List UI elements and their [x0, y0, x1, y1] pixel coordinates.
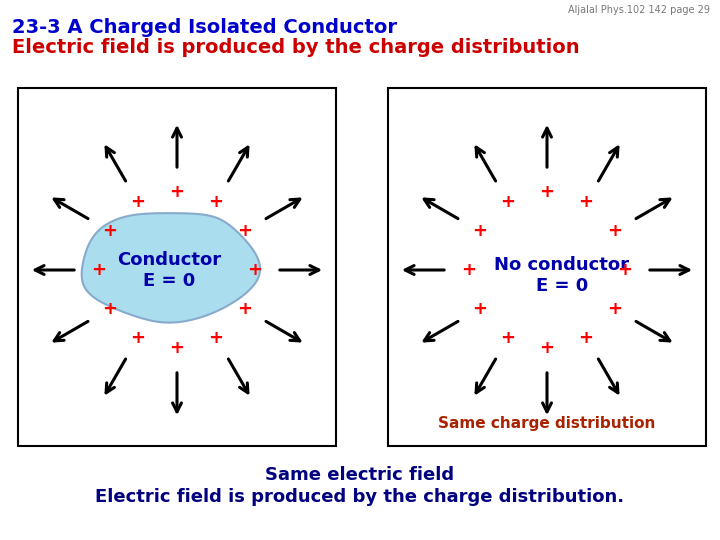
Text: +: + [578, 193, 593, 212]
Text: +: + [500, 193, 516, 212]
Text: E = 0: E = 0 [143, 272, 195, 290]
Text: +: + [462, 261, 477, 279]
Text: +: + [102, 300, 117, 318]
Text: +: + [472, 300, 487, 318]
Text: Same charge distribution: Same charge distribution [438, 416, 656, 431]
Text: +: + [209, 328, 223, 347]
Text: Conductor: Conductor [117, 251, 221, 269]
Text: +: + [539, 183, 554, 201]
Text: +: + [237, 300, 252, 318]
Text: +: + [500, 328, 516, 347]
Text: +: + [618, 261, 632, 279]
Text: 23-3 A Charged Isolated Conductor: 23-3 A Charged Isolated Conductor [12, 18, 397, 37]
Text: Same electric field: Same electric field [266, 466, 454, 484]
Text: +: + [607, 222, 622, 240]
Text: +: + [248, 261, 263, 279]
Text: +: + [130, 193, 145, 212]
Text: No conductor: No conductor [495, 256, 629, 274]
Text: +: + [539, 339, 554, 357]
Polygon shape [81, 213, 260, 322]
Text: +: + [607, 300, 622, 318]
Text: Aljalal Phys.102 142 page 29: Aljalal Phys.102 142 page 29 [568, 5, 710, 15]
Text: Electric field is produced by the charge distribution: Electric field is produced by the charge… [12, 38, 580, 57]
Text: +: + [130, 328, 145, 347]
Text: +: + [578, 328, 593, 347]
Text: +: + [102, 222, 117, 240]
Text: Electric field is produced by the charge distribution.: Electric field is produced by the charge… [96, 488, 624, 506]
Text: +: + [169, 339, 184, 357]
Bar [388, 88, 706, 446]
Text: +: + [169, 183, 184, 201]
Text: +: + [237, 222, 252, 240]
Text: E = 0: E = 0 [536, 277, 588, 295]
Text: +: + [91, 261, 107, 279]
Text: +: + [472, 222, 487, 240]
Text: +: + [209, 193, 223, 212]
Bar [18, 88, 336, 446]
